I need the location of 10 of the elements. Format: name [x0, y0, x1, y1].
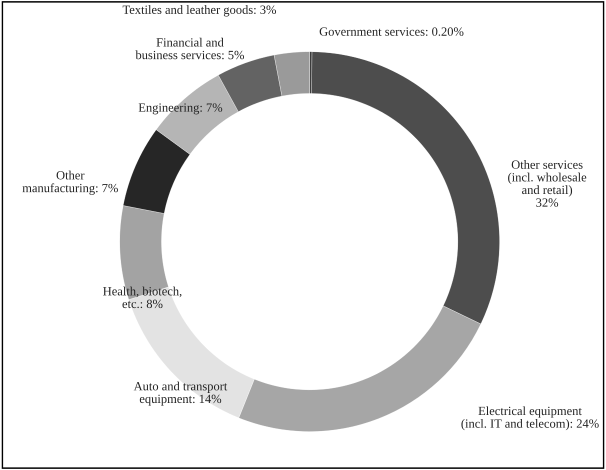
slice-label: Auto and transport equipment: 14% — [134, 382, 228, 406]
slice-label: Electrical equipment (incl. IT and telecom): 24% — [461, 406, 599, 430]
slice-label: Government services: 0.20% — [320, 27, 464, 36]
slice-label: Other services (incl. wholesale and retail) — [508, 160, 586, 197]
data-label: 32% — [536, 198, 558, 207]
slice-label: Health, biotech, etc.: 8% — [103, 286, 182, 308]
slice-label: Textiles and leather goods: 3% — [122, 5, 276, 17]
slice-label: Financial and business services: 5% — [135, 38, 244, 60]
slice-label: Other manufacturing: 7% — [22, 170, 118, 195]
slice-label: Engineering: 7% — [138, 103, 222, 114]
